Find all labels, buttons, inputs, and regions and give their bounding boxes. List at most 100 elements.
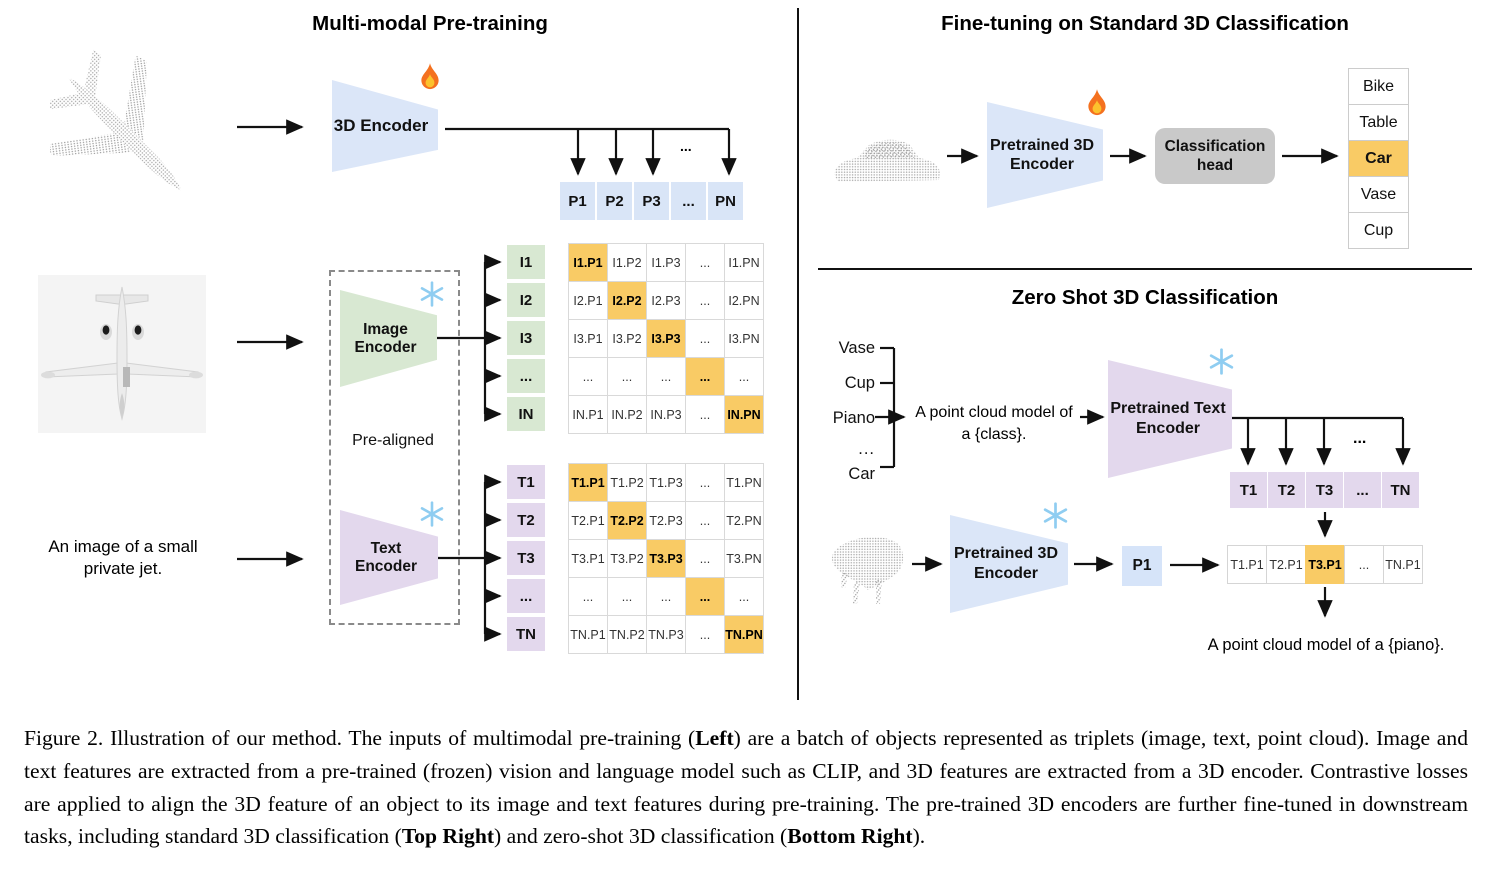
flame-icon [1088, 89, 1106, 116]
pre-aligned-box [329, 270, 460, 625]
image-feature-labels: I1 I2 I3... IN [507, 245, 545, 435]
image-feature-cell: I1 [507, 245, 545, 279]
snowflake-icon [420, 501, 444, 527]
matrix-cell: I3.P3 [647, 320, 686, 358]
prompt-class: Piano [832, 409, 875, 427]
text-encoder-label: Text Encoder [354, 539, 417, 575]
pretrained-3d-encoder-label: Pretrained 3D Encoder [989, 137, 1095, 173]
connector-lines [237, 8, 1472, 700]
p-feature-cell: ... [671, 182, 706, 220]
matrix-cell: I1.PN [725, 244, 764, 282]
matrix-cell: T2.P2 [608, 502, 647, 540]
matrix-cell: T2.P3 [647, 502, 686, 540]
matrix-cell: T3.P2 [608, 540, 647, 578]
class-cell: Cup [1348, 212, 1409, 249]
matrix-cell: ... [686, 244, 725, 282]
matrix-cell: ... [686, 578, 725, 616]
matrix-cell: ... [569, 578, 608, 616]
matrix-cell: I2.P1 [569, 282, 608, 320]
text-input: An image of a small private jet. [48, 537, 198, 578]
matrix-cell: ... [608, 578, 647, 616]
matrix-cell: ... [569, 358, 608, 396]
matrix-cell: TN.P3 [647, 616, 686, 654]
matrix-cell: T3.P1 [569, 540, 608, 578]
airplane-point-cloud [50, 49, 182, 191]
matrix-cell: ... [725, 578, 764, 616]
text-feature-cell: T1 [507, 465, 545, 499]
matrix-cell: ... [686, 320, 725, 358]
matrix-cell: T2.PN [725, 502, 764, 540]
matrix-cell: T1.P3 [647, 464, 686, 502]
zeroshot-t-row: T1 T2 T3... TN [1230, 472, 1419, 508]
t-feature-cell: ... [1344, 472, 1381, 508]
p-feature-cell: PN [708, 182, 743, 220]
t-feature-cell: T1 [1230, 472, 1267, 508]
p-bus-ellipsis: ... [680, 138, 692, 154]
zeroshot-title: Zero Shot 3D Classification [1011, 286, 1279, 309]
t-feature-cell: TN [1382, 472, 1419, 508]
p-feature-cell: P3 [634, 182, 669, 220]
matrix-cell: TN.P2 [608, 616, 647, 654]
matrix-cell: T1.PN [725, 464, 764, 502]
matrix-cell: I2.P3 [647, 282, 686, 320]
matrix-cell: I1.P1 [569, 244, 608, 282]
matrix-cell: ... [686, 502, 725, 540]
prompt-class: ... [858, 440, 875, 458]
text-feature-labels: T1 T2 T3... TN [507, 465, 545, 655]
t-feature-cell: T2 [1268, 472, 1305, 508]
matrix-cell: T1.P1 [569, 464, 608, 502]
image-feature-cell: IN [507, 397, 545, 431]
zeroshot-result-text: A point cloud model of a {piano}. [1207, 636, 1445, 654]
similarity-cell: T3.P1 [1305, 545, 1345, 584]
class-cell: Car [1348, 140, 1409, 177]
matrix-cell: I2.PN [725, 282, 764, 320]
pretraining-title: Multi-modal Pre-training [312, 12, 548, 35]
pretrained-text-encoder-label: Pretrained Text Encoder [1110, 400, 1226, 437]
pre-aligned-label: Pre-aligned [352, 432, 434, 449]
text-feature-cell: T3 [507, 541, 545, 575]
class-list: Bike Table Car Vase Cup [1348, 68, 1409, 249]
class-cell: Vase [1348, 176, 1409, 213]
matrix-cell: ... [608, 358, 647, 396]
matrix-cell: I1.P2 [608, 244, 647, 282]
text-feature-cell: T2 [507, 503, 545, 537]
matrix-cell: T3.PN [725, 540, 764, 578]
3d-encoder-label: 3D Encoder [333, 116, 429, 135]
matrix-cell: ... [686, 396, 725, 434]
car-point-cloud [834, 139, 940, 182]
matrix-cell: ... [647, 358, 686, 396]
snowflake-icon [420, 281, 444, 307]
p1-label: P1 [1132, 557, 1152, 574]
snowflake-icon [1043, 502, 1068, 529]
text-feature-cell: ... [507, 579, 545, 613]
matrix-cell: I3.P1 [569, 320, 608, 358]
matrix-cell: ... [686, 282, 725, 320]
p-feature-row: P1 P2 P3... PN [560, 182, 743, 220]
piano-point-cloud [831, 537, 904, 604]
matrix-cell: I3.PN [725, 320, 764, 358]
matrix-cell: ... [725, 358, 764, 396]
similarity-row: T1.P1 T2.P1 T3.P1... TN.P1 [1227, 545, 1423, 584]
zeroshot-class-prompts: Vase Cup Piano... Car [810, 336, 875, 497]
matrix-cell: ... [686, 358, 725, 396]
p-feature-cell: P2 [597, 182, 632, 220]
similarity-cell: TN.P1 [1383, 545, 1423, 584]
text-feature-cell: TN [507, 617, 545, 651]
matrix-cell: IN.P1 [569, 396, 608, 434]
image-feature-cell: I3 [507, 321, 545, 355]
class-cell: Bike [1348, 68, 1409, 105]
image-point-similarity-matrix: I1.P1 I1.P2 I1.P3... I1.PN I2.P1 I2.P2 I2.P3..… [568, 243, 764, 434]
matrix-cell: T2.P1 [569, 502, 608, 540]
matrix-cell: ... [686, 616, 725, 654]
matrix-cell: I1.P3 [647, 244, 686, 282]
matrix-cell: IN.P2 [608, 396, 647, 434]
similarity-cell: T1.P1 [1227, 545, 1267, 584]
similarity-cell: T2.P1 [1266, 545, 1306, 584]
flame-icon [421, 63, 439, 90]
matrix-cell: IN.PN [725, 396, 764, 434]
matrix-cell: I2.P2 [608, 282, 647, 320]
matrix-cell: TN.PN [725, 616, 764, 654]
matrix-cell: ... [647, 578, 686, 616]
zeroshot-3d-encoder-label: Pretrained 3D Encoder [953, 545, 1059, 582]
